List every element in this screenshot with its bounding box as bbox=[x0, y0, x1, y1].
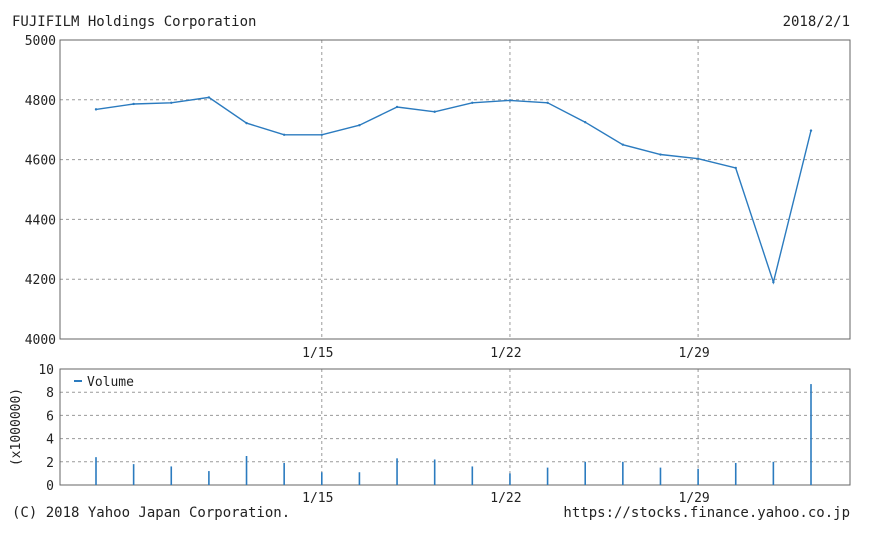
price-point bbox=[170, 101, 173, 104]
volume-frame bbox=[59, 368, 851, 486]
volume-y-axis-label: (x1000000) bbox=[9, 388, 24, 466]
footer-copyright: (C) 2018 Yahoo Japan Corporation. bbox=[12, 505, 291, 521]
price-x-tick-label: 1/22 bbox=[490, 346, 521, 361]
price-point bbox=[546, 101, 549, 104]
price-point bbox=[734, 166, 737, 170]
price-y-tick-label: 5000 bbox=[25, 34, 56, 49]
price-point bbox=[94, 108, 98, 111]
price-line bbox=[95, 96, 812, 285]
price-point bbox=[696, 157, 700, 160]
price-y-tick-label: 4200 bbox=[25, 273, 56, 288]
volume-y-tick-label: 0 bbox=[46, 479, 54, 494]
price-y-tick-label: 4400 bbox=[25, 213, 56, 228]
price-point bbox=[282, 133, 286, 136]
volume-y-tick-label: 10 bbox=[38, 363, 54, 378]
header-company: FUJIFILM Holdings Corporation bbox=[12, 14, 257, 30]
price-point bbox=[358, 124, 361, 127]
volume-y-tick-label: 8 bbox=[46, 386, 54, 401]
price-point bbox=[132, 102, 135, 106]
price-point bbox=[621, 143, 625, 146]
volume-y-tick-label: 4 bbox=[46, 433, 54, 448]
footer-url: https://stocks.finance.yahoo.co.jp bbox=[563, 505, 850, 521]
volume-x-tick-label: 1/29 bbox=[678, 491, 709, 506]
price-x-tick-label: 1/15 bbox=[302, 346, 333, 361]
volume-legend-label: Volume bbox=[87, 375, 134, 390]
price-frame bbox=[59, 39, 851, 340]
price-point bbox=[508, 99, 512, 102]
price-panel: 4000 4200 4400 4600 4800 5000 1/15 1/22 1/29 bbox=[25, 34, 851, 361]
price-point bbox=[433, 110, 436, 113]
volume-y-tick-label: 6 bbox=[46, 409, 54, 424]
volume-x-tick-label: 1/22 bbox=[490, 491, 521, 506]
price-point bbox=[471, 101, 474, 104]
price-point bbox=[772, 280, 775, 284]
price-x-tick-label: 1/29 bbox=[678, 346, 709, 361]
price-point bbox=[809, 129, 813, 132]
price-y-tick-label: 4000 bbox=[25, 333, 56, 348]
volume-y-tick-label: 2 bbox=[46, 456, 54, 471]
volume-x-tick-label: 1/15 bbox=[302, 491, 333, 506]
header-date: 2018/2/1 bbox=[782, 14, 850, 30]
price-point bbox=[207, 96, 211, 99]
price-y-tick-label: 4800 bbox=[25, 94, 56, 109]
price-point bbox=[395, 105, 399, 109]
price-point bbox=[584, 121, 587, 124]
price-y-tick-label: 4600 bbox=[25, 154, 56, 169]
volume-panel: 0 2 4 6 8 10 1/15 1/22 1/29 Volume (x1000000) bbox=[9, 363, 851, 506]
price-point bbox=[320, 133, 323, 136]
price-point bbox=[659, 153, 662, 156]
price-point bbox=[245, 121, 248, 125]
